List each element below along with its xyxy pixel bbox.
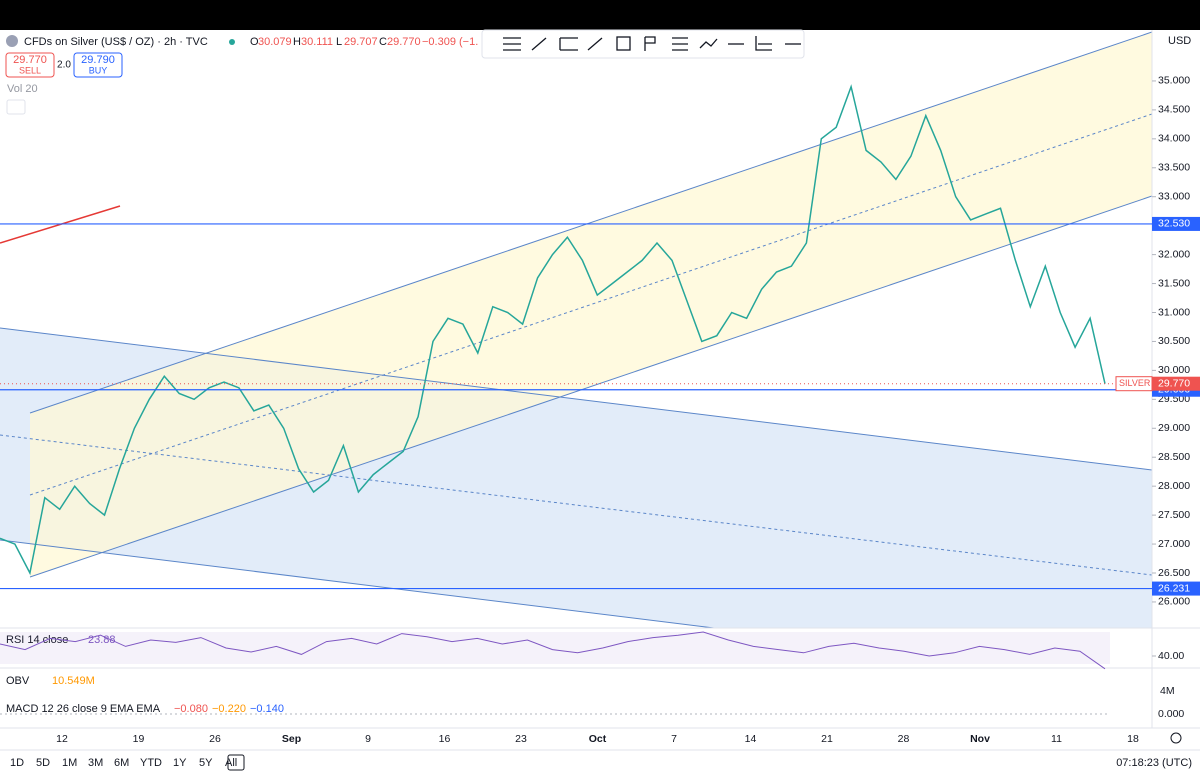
last-price-label: 29.770 — [1158, 377, 1190, 389]
macd-value: −0.140 — [250, 703, 284, 715]
level-label: 26.231 — [1158, 582, 1190, 594]
x-tick-label: Nov — [970, 733, 990, 745]
ohlc-value: 30.079 — [258, 36, 292, 48]
y-tick-label: 33.000 — [1158, 191, 1190, 203]
range-button[interactable]: 1Y — [173, 757, 187, 769]
y-tick-label: 34.500 — [1158, 104, 1190, 116]
x-tick-label: 18 — [1127, 733, 1139, 745]
y-tick-label: 28.500 — [1158, 451, 1190, 463]
range-button[interactable]: 5D — [36, 757, 50, 769]
currency: USD — [1168, 35, 1191, 47]
y-tick-label: 33.500 — [1158, 162, 1190, 174]
x-tick-label: 26 — [209, 733, 221, 745]
x-tick-label: 11 — [1051, 733, 1062, 745]
x-tick-label: 12 — [56, 733, 68, 745]
y-tick-label: 35.000 — [1158, 75, 1190, 87]
x-tick-label: 14 — [745, 733, 757, 745]
obv-value: 10.549M — [52, 675, 95, 687]
y-tick-label: 31.500 — [1158, 277, 1190, 289]
collapse-button[interactable] — [6, 99, 26, 115]
x-tick-label: Sep — [282, 733, 301, 745]
y-tick-label: 28.000 — [1158, 480, 1190, 492]
y-tick-label: 26.500 — [1158, 567, 1190, 579]
obv-label: OBV — [6, 675, 30, 687]
y-tick-label: 27.000 — [1158, 538, 1190, 550]
ohlc-key: L — [336, 36, 342, 48]
range-buttons: 1D 5D 1M 3M 6M YTD 1Y 5Y All — [10, 757, 237, 769]
buy-label: BUY — [89, 65, 108, 75]
sell-price: 29.770 — [13, 54, 47, 66]
ohlc-value: 29.770 — [387, 36, 421, 48]
symbol-title[interactable]: CFDs on Silver (US$ / OZ) · 2h · TVC — [24, 36, 208, 48]
rsi-label: RSI 14 close — [6, 634, 68, 646]
y-tick-label: 31.000 — [1158, 306, 1190, 318]
level-tag — [1152, 581, 1200, 596]
status-dot — [229, 39, 235, 45]
x-tick-label: 19 — [133, 733, 145, 745]
macd-label: MACD 12 26 close 9 EMA EMA — [6, 703, 161, 715]
volume-label: Vol 20 — [7, 83, 38, 95]
clock: 07:18:23 (UTC) — [1116, 757, 1192, 769]
symbol-icon — [6, 35, 18, 47]
date-range-icon[interactable] — [227, 754, 245, 771]
range-button[interactable]: All — [225, 757, 237, 769]
buy-price: 29.790 — [81, 54, 115, 66]
x-tick-label: 9 — [365, 733, 371, 745]
range-button[interactable]: 5Y — [199, 757, 213, 769]
change: −0.309 (−1. — [422, 36, 478, 48]
sell-button[interactable] — [5, 52, 55, 78]
drawings — [0, 31, 1152, 628]
settings-icon[interactable] — [1170, 732, 1182, 744]
y-tick-label: 29.000 — [1158, 422, 1190, 434]
y-tick-label: 30.500 — [1158, 335, 1190, 347]
y-tick-label: 34.000 — [1158, 133, 1190, 145]
range-button[interactable]: 1M — [62, 757, 77, 769]
range-button[interactable]: 6M — [114, 757, 129, 769]
ohlc-value: 30.111 — [301, 36, 333, 48]
ohlc-key: H — [293, 36, 301, 48]
x-tick-label: Oct — [589, 733, 607, 745]
y-tick-label: 26.000 — [1158, 596, 1190, 608]
drawing-toolbar[interactable] — [481, 29, 805, 59]
series-name: SILVER — [1119, 378, 1151, 388]
obv-tick: 4M — [1160, 685, 1175, 697]
buy-button[interactable] — [73, 52, 123, 78]
spread: 2.0 — [57, 60, 71, 71]
top-bar — [0, 0, 1200, 30]
rsi-band — [0, 632, 1110, 664]
y-tick-label: 27.500 — [1158, 509, 1190, 521]
macd-value: −0.220 — [212, 703, 246, 715]
rsi-line — [0, 631, 1106, 670]
macd-tick: 0.000 — [1158, 708, 1184, 720]
ohlc-key: C — [379, 36, 387, 48]
x-tick-label: 23 — [515, 733, 527, 745]
level-tag — [1152, 216, 1200, 231]
level-label: 32.530 — [1158, 218, 1190, 230]
ohlc-key: O — [250, 36, 259, 48]
x-tick-label: 16 — [439, 733, 451, 745]
range-button[interactable]: 1D — [10, 757, 24, 769]
last-price-tag — [1152, 376, 1200, 391]
toolbar-icons — [503, 36, 801, 51]
rsi-tick: 40.00 — [1158, 650, 1184, 662]
range-button[interactable]: YTD — [140, 757, 162, 769]
sell-label: SELL — [19, 65, 41, 75]
y-tick-label: 32.000 — [1158, 248, 1190, 260]
x-tick-label: 7 — [671, 733, 677, 745]
range-button[interactable]: 3M — [88, 757, 103, 769]
x-tick-label: 21 — [821, 733, 833, 745]
y-tick-label: 30.000 — [1158, 364, 1190, 376]
macd-value: −0.080 — [174, 703, 208, 715]
ohlc-value: 29.707 — [344, 36, 378, 48]
x-tick-label: 28 — [898, 733, 910, 745]
price-line — [0, 84, 1106, 576]
